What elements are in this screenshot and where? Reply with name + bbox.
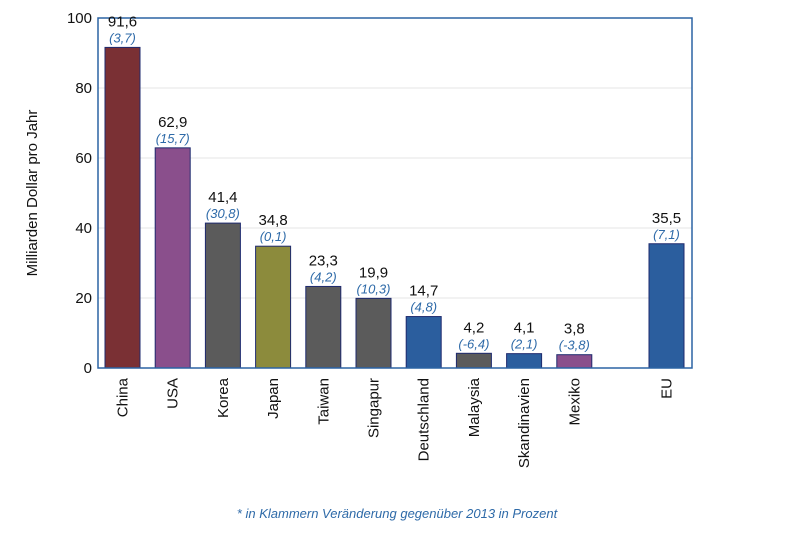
change-label: (4,2) — [310, 269, 337, 284]
bar-china — [104, 46, 141, 369]
bar-usa — [154, 147, 191, 369]
change-label: (0,1) — [260, 229, 287, 244]
bar-malaysia — [455, 352, 492, 369]
change-label: (15,7) — [156, 131, 190, 146]
bar-skandinavien — [506, 353, 543, 369]
value-label: 41,4 — [208, 189, 237, 206]
x-tick-label: Taiwan — [315, 378, 332, 425]
change-label: (3,7) — [109, 30, 136, 45]
value-label: 3,8 — [564, 321, 585, 338]
bar-eu — [648, 243, 685, 369]
data-labels: 91,6(3,7) 62,9(15,7) 41,4(30,8) 34,8(0,1) 23… — [108, 13, 681, 352]
y-tick-label: 0 — [84, 360, 92, 377]
value-label: 34,8 — [258, 212, 287, 229]
value-label: 14,7 — [409, 283, 438, 300]
value-label: 91,6 — [108, 13, 137, 30]
y-tick-label: 40 — [75, 220, 92, 237]
x-tick-label: Korea — [215, 377, 232, 418]
y-tick-label: 80 — [75, 80, 92, 97]
bar-korea — [204, 222, 241, 369]
change-label: (-6,4) — [458, 336, 489, 351]
y-axis-label: Milliarden Dollar pro Jahr — [24, 110, 41, 277]
bar-mexiko — [556, 354, 593, 369]
value-label: 62,9 — [158, 114, 187, 131]
change-label: (2,1) — [511, 337, 538, 352]
change-label: (4,8) — [410, 300, 437, 315]
change-label: (-3,8) — [559, 338, 590, 353]
gridlines — [98, 87, 692, 299]
bar-japan — [255, 245, 292, 369]
x-tick-label: Japan — [265, 378, 282, 419]
plot-frame — [97, 17, 693, 369]
value-label: 35,5 — [652, 210, 681, 227]
x-tick-label: USA — [165, 378, 182, 409]
change-label: (30,8) — [206, 206, 240, 221]
x-tick-label: EU — [659, 378, 676, 399]
change-label: (7,1) — [653, 227, 680, 242]
bar-taiwan — [305, 285, 342, 369]
y-tick-label: 20 — [75, 290, 92, 307]
bars — [104, 46, 685, 369]
y-tick-label: 60 — [75, 150, 92, 167]
x-tick-label: Skandinavien — [516, 378, 533, 468]
y-tick-label: 100 — [67, 10, 92, 27]
value-label: 4,1 — [514, 320, 535, 337]
change-label: (10,3) — [357, 281, 391, 296]
bar-singapur — [355, 297, 392, 369]
x-tick-label: Singapur — [366, 378, 383, 438]
value-label: 19,9 — [359, 264, 388, 281]
x-tick-label: Mexiko — [566, 378, 583, 426]
x-tick-label: Deutschland — [416, 378, 433, 461]
value-label: 23,3 — [309, 252, 338, 269]
footnote: * in Klammern Veränderung gegenüber 2013… — [237, 506, 559, 521]
x-tick-label: Malaysia — [466, 377, 483, 437]
y-axis-ticks: 0 20 40 60 80 100 — [67, 10, 92, 377]
x-tick-label: China — [115, 377, 132, 417]
value-label: 4,2 — [463, 319, 484, 336]
bar-deutschland — [405, 316, 442, 369]
x-axis-labels: China USA Korea Japan Taiwan Singapur Deutschl… — [115, 377, 676, 468]
